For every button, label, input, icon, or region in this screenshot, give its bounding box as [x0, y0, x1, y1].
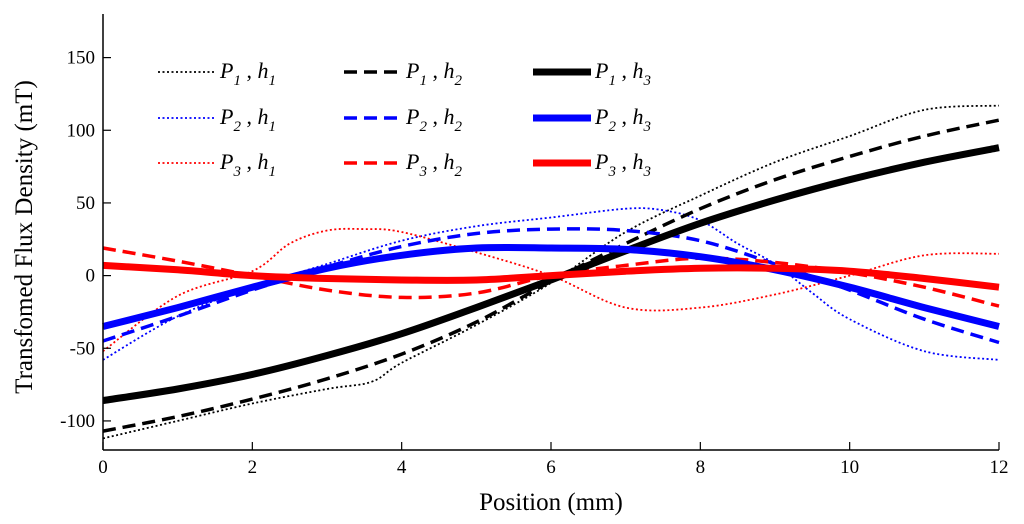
legend-label-p2-h2: P2 , h2 — [405, 104, 462, 135]
x-tick-label: 4 — [397, 457, 407, 478]
x-tick-label: 10 — [840, 457, 859, 478]
legend-label-p2-h3: P2 , h3 — [594, 104, 651, 135]
legend-label-p2-h1: P2 , h1 — [219, 104, 276, 135]
legend: P1 , h1 P1 , h2 P1 , h3 P2 , h1 P2 , h2 P2 , … — [158, 58, 651, 180]
legend-label-p3-h3: P3 , h3 — [594, 149, 651, 180]
y-tick-label: -100 — [60, 411, 95, 432]
x-tick-label: 8 — [696, 457, 706, 478]
x-axis-title: Position (mm) — [479, 489, 623, 516]
y-tick-label: 50 — [76, 193, 95, 214]
y-tick-label: 0 — [86, 266, 96, 287]
series-line-p3-h3 — [102, 261, 1000, 291]
series-line-p1-h3 — [102, 144, 1000, 405]
y-tick-label: 150 — [67, 48, 96, 69]
axes: 0 2 4 6 8 10 12 -100 -50 0 50 100 150 — [60, 14, 1009, 478]
legend-label-p1-h1: P1 , h1 — [219, 58, 276, 89]
y-tick-label: -50 — [70, 338, 95, 359]
legend-label-p3-h2: P3 , h2 — [405, 149, 462, 180]
x-tick-label: 0 — [98, 457, 108, 478]
x-tick-label: 6 — [546, 457, 556, 478]
series-line-p3-h1 — [102, 227, 1000, 352]
y-axis-title: Transfomed Flux Density (mT) — [11, 80, 38, 394]
legend-label-p1-h3: P1 , h3 — [594, 58, 651, 89]
series-line-p1-h2 — [102, 118, 1000, 433]
legend-label-p3-h1: P3 , h1 — [219, 149, 276, 180]
series-line-p2-h1 — [102, 207, 1000, 361]
series-line-p2-h3 — [102, 243, 1000, 330]
x-tick-label: 2 — [248, 457, 258, 478]
legend-label-p1-h2: P1 , h2 — [405, 58, 462, 89]
series-line-p1-h1 — [102, 104, 1000, 440]
x-tick-label: 12 — [990, 457, 1009, 478]
y-tick-label: 100 — [67, 120, 96, 141]
series-layer — [102, 104, 1000, 440]
